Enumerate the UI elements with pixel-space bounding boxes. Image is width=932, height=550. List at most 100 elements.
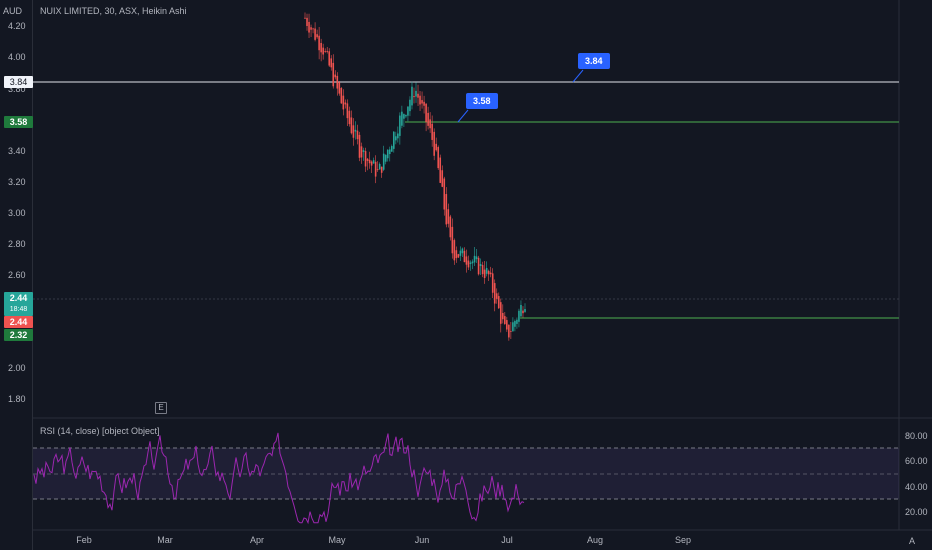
price-tag-2-32: 2.32 bbox=[4, 329, 33, 341]
candle-body bbox=[461, 248, 464, 254]
candle-body bbox=[493, 283, 496, 304]
candle-body bbox=[376, 169, 379, 171]
candle-body bbox=[390, 146, 393, 152]
symbol-title[interactable]: NUIX LIMITED, 30, ASX, Heikin Ashi bbox=[40, 6, 187, 16]
candle-body bbox=[463, 250, 466, 263]
callout-label-lower[interactable]: 3.58 bbox=[466, 93, 498, 109]
candle-body bbox=[491, 273, 494, 293]
candle-body bbox=[310, 27, 312, 30]
candle-body bbox=[318, 35, 320, 51]
candle-body bbox=[395, 136, 397, 141]
candle-body bbox=[405, 114, 407, 117]
price-tick: 1.80 bbox=[8, 394, 26, 404]
candle-body bbox=[320, 42, 322, 53]
candle-body bbox=[524, 309, 526, 312]
price-tick: 4.20 bbox=[8, 21, 26, 31]
candle-body bbox=[304, 17, 306, 19]
candle-body bbox=[306, 17, 308, 27]
candle-body bbox=[340, 87, 343, 104]
candle-body bbox=[481, 265, 484, 275]
candle-body bbox=[324, 51, 326, 52]
candle-body bbox=[384, 154, 387, 162]
candle-body bbox=[489, 272, 492, 275]
candle-body bbox=[487, 270, 490, 275]
candle-body bbox=[499, 302, 502, 324]
time-tick: Jul bbox=[501, 535, 513, 545]
candle-body bbox=[409, 99, 411, 112]
candle-body bbox=[516, 319, 518, 324]
price-tick: 4.00 bbox=[8, 52, 26, 62]
candle-body bbox=[358, 134, 361, 158]
candle-body bbox=[495, 293, 498, 299]
candle-body bbox=[314, 28, 316, 40]
candle-body bbox=[465, 256, 468, 265]
candle-body bbox=[326, 51, 329, 52]
price-tick: 3.80 bbox=[8, 84, 26, 94]
time-tick: Apr bbox=[249, 535, 265, 545]
candle-body bbox=[334, 74, 337, 78]
candle-body bbox=[473, 255, 476, 263]
candle-body bbox=[447, 209, 450, 224]
callout-upper-pointer bbox=[572, 69, 584, 83]
candle-body bbox=[330, 58, 333, 68]
callout-lower-pointer bbox=[457, 109, 469, 123]
candle-body bbox=[455, 250, 458, 259]
candle-body bbox=[506, 320, 508, 330]
candle-body bbox=[362, 150, 365, 152]
rsi-line bbox=[33, 432, 525, 525]
candle-body bbox=[342, 95, 345, 110]
price-tick: 3.20 bbox=[8, 177, 26, 187]
candle-body bbox=[497, 296, 500, 309]
candle-body bbox=[485, 267, 488, 274]
candle-body bbox=[520, 304, 522, 317]
candle-body bbox=[411, 86, 413, 106]
price-tick: 2.60 bbox=[8, 270, 26, 280]
candle-body bbox=[433, 131, 435, 156]
time-tick: May bbox=[328, 535, 346, 545]
candle-body bbox=[437, 147, 440, 169]
candle-body bbox=[431, 123, 433, 140]
candle-body bbox=[393, 131, 395, 149]
candle-body bbox=[328, 51, 331, 66]
candle-body bbox=[467, 260, 470, 268]
candle-body bbox=[366, 158, 369, 161]
candle-body bbox=[364, 151, 367, 167]
candle-body bbox=[475, 256, 478, 260]
candle-body bbox=[380, 166, 383, 173]
price-tag-3-84: 3.84 bbox=[4, 76, 33, 88]
candle-body bbox=[483, 269, 486, 279]
candle-body bbox=[350, 117, 353, 134]
earnings-event-marker[interactable]: E bbox=[155, 402, 167, 414]
candle-body bbox=[469, 262, 472, 264]
candle-body bbox=[397, 133, 399, 139]
candle-body bbox=[522, 310, 524, 314]
price-tag-3-58: 3.58 bbox=[4, 116, 33, 128]
currency-label: AUD bbox=[3, 6, 23, 16]
candle-body bbox=[356, 130, 359, 140]
time-tick: Mar bbox=[157, 535, 173, 545]
candle-body bbox=[518, 310, 520, 322]
candle-body bbox=[370, 161, 373, 166]
candle-body bbox=[504, 316, 506, 325]
callout-label-upper[interactable]: 3.84 bbox=[578, 53, 610, 69]
price-axis[interactable]: AUD 4.20 4.00 3.80 3.40 3.20 3.00 2.80 2… bbox=[0, 0, 33, 550]
candle-body bbox=[439, 157, 442, 183]
candle-body bbox=[457, 254, 460, 258]
rsi-indicator-title[interactable]: RSI (14, close) [object Object] bbox=[40, 426, 160, 436]
price-tick: 3.00 bbox=[8, 208, 26, 218]
candle-body bbox=[378, 163, 381, 170]
time-tick: Aug bbox=[586, 535, 604, 545]
candle-body bbox=[419, 95, 421, 105]
price-tick: 2.00 bbox=[8, 363, 26, 373]
bar-countdown: 18:48 bbox=[9, 306, 28, 313]
current-price-tag: 2.44 18:48 bbox=[4, 292, 33, 316]
auto-scale-icon[interactable]: A bbox=[908, 536, 915, 546]
price-tick: 3.40 bbox=[8, 146, 26, 156]
candle-body bbox=[386, 149, 389, 159]
candle-body bbox=[368, 159, 371, 164]
candle-body bbox=[413, 96, 415, 98]
rsi-tick: 60.00 bbox=[905, 456, 928, 466]
rsi-tick: 80.00 bbox=[905, 431, 928, 441]
